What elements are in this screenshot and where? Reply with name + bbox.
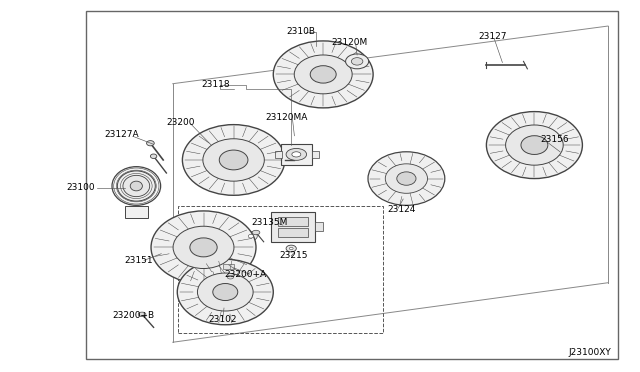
- Text: 23124: 23124: [387, 205, 415, 214]
- Ellipse shape: [273, 41, 373, 108]
- Ellipse shape: [252, 230, 260, 235]
- Ellipse shape: [177, 259, 273, 325]
- Ellipse shape: [506, 125, 563, 165]
- Ellipse shape: [190, 238, 217, 257]
- Ellipse shape: [182, 125, 285, 195]
- Ellipse shape: [286, 245, 296, 252]
- Ellipse shape: [351, 58, 363, 65]
- Ellipse shape: [385, 164, 428, 193]
- Bar: [223, 264, 234, 269]
- Ellipse shape: [131, 181, 143, 191]
- Ellipse shape: [289, 247, 293, 250]
- Ellipse shape: [212, 283, 238, 301]
- Ellipse shape: [294, 55, 352, 94]
- Ellipse shape: [138, 312, 146, 317]
- Ellipse shape: [486, 112, 582, 179]
- Ellipse shape: [173, 226, 234, 269]
- Ellipse shape: [220, 150, 248, 170]
- Ellipse shape: [248, 234, 253, 238]
- Text: 23127: 23127: [479, 32, 508, 41]
- Bar: [178, 206, 383, 333]
- Ellipse shape: [151, 211, 256, 284]
- Text: 23200+B: 23200+B: [112, 311, 154, 320]
- Text: 23156: 23156: [541, 135, 570, 144]
- Bar: [218, 260, 240, 270]
- Ellipse shape: [310, 66, 336, 83]
- Text: 23200+A: 23200+A: [224, 270, 266, 279]
- Ellipse shape: [521, 136, 548, 154]
- Bar: [271, 212, 315, 242]
- Text: 23120M: 23120M: [331, 38, 367, 47]
- Bar: [281, 144, 312, 164]
- Ellipse shape: [147, 141, 154, 146]
- Text: 23127A: 23127A: [104, 130, 139, 139]
- Ellipse shape: [123, 175, 150, 197]
- Bar: [86, 11, 618, 359]
- Bar: [315, 222, 323, 231]
- Bar: [278, 217, 308, 226]
- Ellipse shape: [203, 139, 264, 181]
- Bar: [278, 228, 308, 237]
- Circle shape: [286, 148, 307, 160]
- Ellipse shape: [244, 232, 257, 241]
- Text: 23200: 23200: [166, 118, 195, 126]
- Bar: [275, 151, 282, 158]
- Ellipse shape: [197, 273, 253, 311]
- Ellipse shape: [117, 171, 156, 201]
- Text: 23100: 23100: [66, 183, 95, 192]
- Bar: [125, 206, 148, 218]
- Ellipse shape: [150, 154, 157, 158]
- Text: 23120MA: 23120MA: [266, 113, 308, 122]
- Text: 23135M: 23135M: [252, 218, 288, 227]
- Text: 2310B: 2310B: [287, 27, 316, 36]
- Text: 23118: 23118: [201, 80, 230, 89]
- Text: J23100XY: J23100XY: [568, 348, 611, 357]
- Text: 23151: 23151: [125, 256, 154, 265]
- Circle shape: [292, 152, 301, 157]
- Ellipse shape: [227, 275, 234, 279]
- Ellipse shape: [397, 172, 416, 185]
- Bar: [312, 151, 319, 158]
- Text: 23215: 23215: [279, 251, 308, 260]
- Ellipse shape: [346, 54, 369, 69]
- Text: 23102: 23102: [208, 315, 237, 324]
- Ellipse shape: [368, 152, 445, 205]
- Ellipse shape: [112, 167, 161, 205]
